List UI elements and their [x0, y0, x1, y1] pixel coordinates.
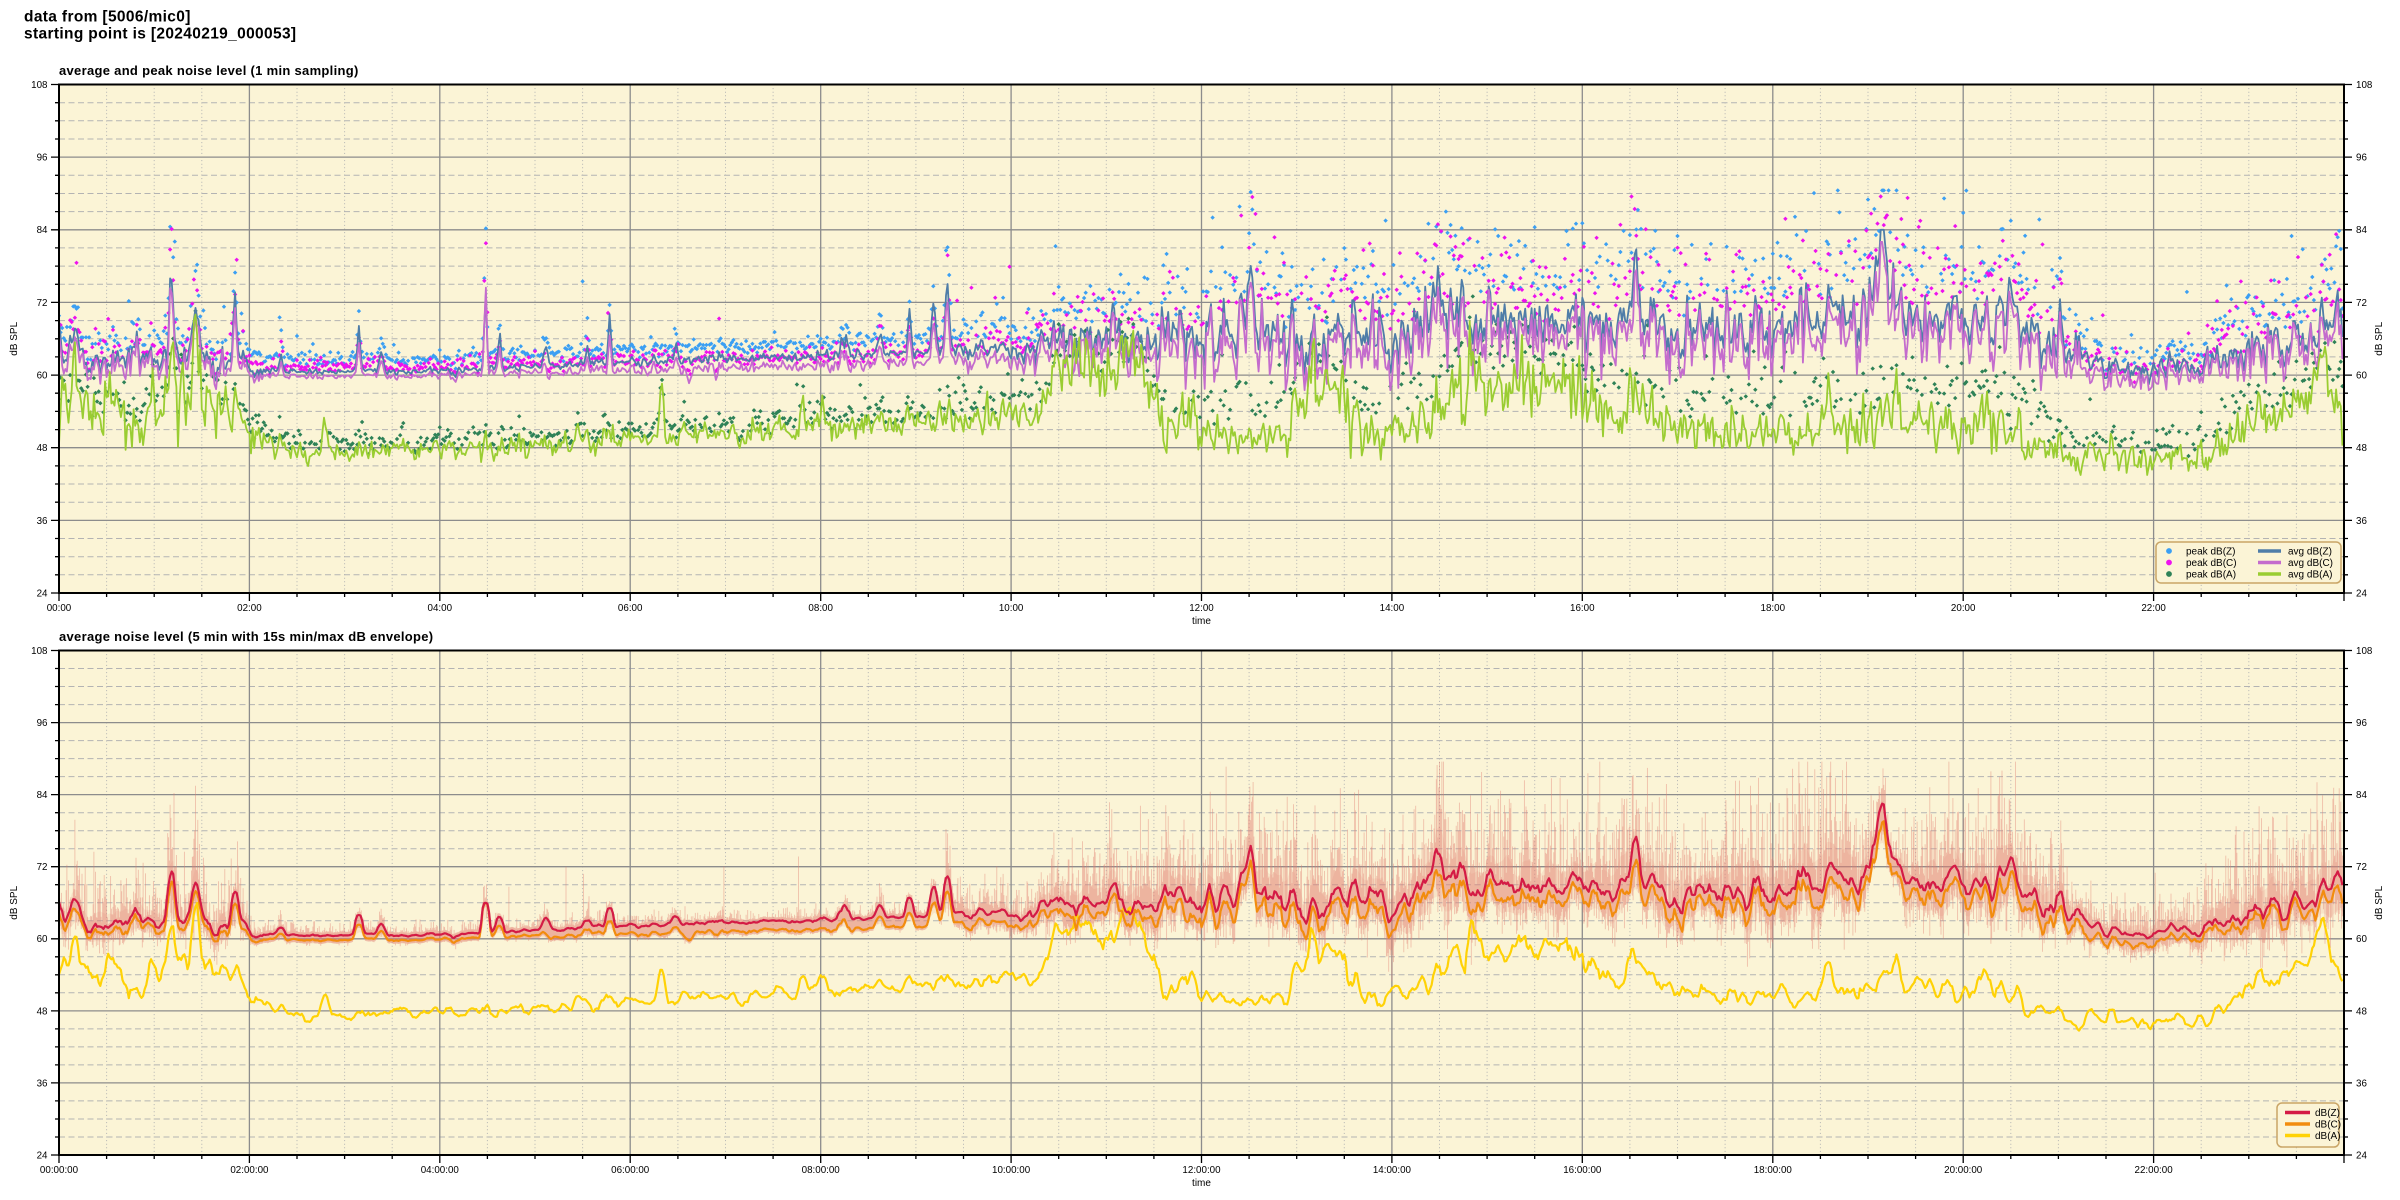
svg-text:peak dB(A): peak dB(A) — [2186, 570, 2236, 581]
svg-text:60: 60 — [2356, 371, 2367, 382]
svg-text:36: 36 — [37, 516, 48, 527]
svg-text:20:00:00: 20:00:00 — [1944, 1165, 1983, 1176]
svg-text:48: 48 — [37, 443, 48, 454]
svg-text:20:00: 20:00 — [1951, 603, 1976, 614]
svg-text:72: 72 — [2356, 298, 2367, 309]
svg-text:24: 24 — [2356, 1150, 2367, 1161]
svg-text:dB SPL: dB SPL — [2374, 321, 2385, 355]
svg-text:04:00:00: 04:00:00 — [421, 1165, 460, 1176]
svg-text:12:00: 12:00 — [1189, 603, 1214, 614]
svg-text:peak dB(C): peak dB(C) — [2186, 558, 2237, 569]
svg-text:96: 96 — [2356, 153, 2367, 164]
svg-text:48: 48 — [2356, 443, 2367, 454]
svg-text:22:00:00: 22:00:00 — [2135, 1165, 2174, 1176]
svg-text:36: 36 — [37, 1078, 48, 1089]
svg-text:time: time — [1192, 1178, 1211, 1189]
svg-text:06:00:00: 06:00:00 — [611, 1165, 650, 1176]
svg-text:84: 84 — [37, 225, 48, 236]
svg-text:time: time — [1192, 616, 1211, 627]
svg-text:18:00:00: 18:00:00 — [1754, 1165, 1793, 1176]
svg-text:18:00: 18:00 — [1761, 603, 1786, 614]
svg-text:108: 108 — [2356, 80, 2373, 91]
svg-text:10:00: 10:00 — [999, 603, 1024, 614]
svg-text:60: 60 — [37, 371, 48, 382]
svg-text:12:00:00: 12:00:00 — [1182, 1165, 1221, 1176]
svg-text:24: 24 — [37, 1150, 48, 1161]
svg-text:96: 96 — [37, 718, 48, 729]
svg-text:108: 108 — [31, 646, 48, 657]
svg-text:00:00:00: 00:00:00 — [40, 1165, 79, 1176]
svg-text:02:00:00: 02:00:00 — [230, 1165, 269, 1176]
svg-text:average noise level (5 min wit: average noise level (5 min with 15s min/… — [59, 629, 433, 644]
svg-text:08:00: 08:00 — [808, 603, 833, 614]
svg-text:08:00:00: 08:00:00 — [802, 1165, 841, 1176]
svg-text:dB(C): dB(C) — [2315, 1120, 2341, 1131]
svg-text:96: 96 — [2356, 718, 2367, 729]
svg-text:avg dB(A): avg dB(A) — [2288, 570, 2332, 581]
svg-text:108: 108 — [2356, 646, 2373, 657]
svg-text:dB(A): dB(A) — [2315, 1131, 2341, 1142]
svg-text:24: 24 — [37, 588, 48, 599]
svg-text:84: 84 — [37, 790, 48, 801]
svg-text:00:00: 00:00 — [47, 603, 72, 614]
svg-text:dB(Z): dB(Z) — [2315, 1108, 2340, 1119]
svg-text:data from [5006/mic0]: data from [5006/mic0] — [24, 9, 191, 26]
svg-text:dB SPL: dB SPL — [9, 321, 20, 355]
svg-text:04:00: 04:00 — [428, 603, 453, 614]
svg-text:24: 24 — [2356, 588, 2367, 599]
svg-text:72: 72 — [2356, 862, 2367, 873]
svg-text:96: 96 — [37, 153, 48, 164]
svg-text:48: 48 — [2356, 1006, 2367, 1017]
svg-text:starting point is [20240219_00: starting point is [20240219_000053] — [24, 26, 296, 43]
svg-text:72: 72 — [37, 862, 48, 873]
svg-text:16:00: 16:00 — [1570, 603, 1595, 614]
svg-text:14:00:00: 14:00:00 — [1373, 1165, 1412, 1176]
svg-text:06:00: 06:00 — [618, 603, 643, 614]
svg-text:60: 60 — [37, 934, 48, 945]
svg-text:avg dB(Z): avg dB(Z) — [2288, 547, 2332, 558]
svg-text:10:00:00: 10:00:00 — [992, 1165, 1031, 1176]
svg-text:16:00:00: 16:00:00 — [1563, 1165, 1602, 1176]
svg-text:84: 84 — [2356, 790, 2367, 801]
svg-text:22:00: 22:00 — [2141, 603, 2166, 614]
svg-text:60: 60 — [2356, 934, 2367, 945]
svg-text:36: 36 — [2356, 1078, 2367, 1089]
svg-text:84: 84 — [2356, 225, 2367, 236]
svg-text:02:00: 02:00 — [237, 603, 262, 614]
svg-text:dB SPL: dB SPL — [9, 885, 20, 919]
svg-text:average and peak noise level (: average and peak noise level (1 min samp… — [59, 63, 359, 78]
svg-text:108: 108 — [31, 80, 48, 91]
svg-text:avg dB(C): avg dB(C) — [2288, 558, 2333, 569]
svg-text:48: 48 — [37, 1006, 48, 1017]
svg-text:36: 36 — [2356, 516, 2367, 527]
svg-text:dB SPL: dB SPL — [2374, 885, 2385, 919]
svg-text:72: 72 — [37, 298, 48, 309]
svg-text:peak dB(Z): peak dB(Z) — [2186, 547, 2235, 558]
svg-text:14:00: 14:00 — [1380, 603, 1405, 614]
